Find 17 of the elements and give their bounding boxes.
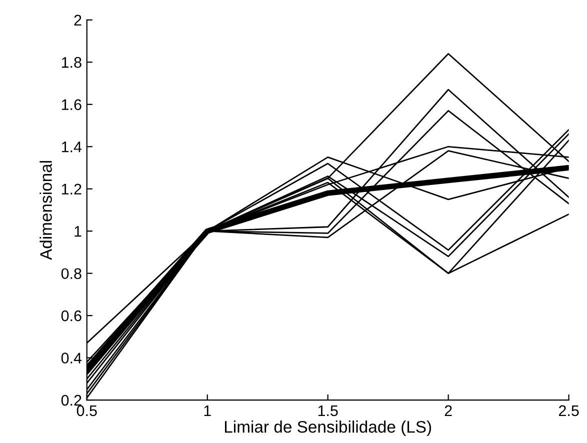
y-tick-label: 0.2 — [61, 394, 82, 406]
y-tick-label: 0.6 — [61, 310, 82, 322]
x-axis-title: Limiar de Sensibilidade (LS) — [224, 420, 432, 436]
y-tick-label: 0.4 — [61, 352, 82, 364]
x-tick-label: 0.5 — [76, 405, 97, 416]
x-tick-label: 1.5 — [318, 405, 338, 416]
y-tick-label: 1.2 — [62, 184, 82, 194]
x-tick-label: 1 — [204, 405, 211, 416]
y-tick-label: 1.4 — [62, 142, 82, 152]
x-tick-label: 2.5 — [558, 405, 579, 416]
x-tick-label: 2 — [444, 405, 452, 416]
y-tick-label: 0.8 — [61, 268, 82, 280]
y-tick-label: 2 — [74, 14, 82, 26]
y-tick-label: 1.6 — [62, 99, 82, 110]
y-axis-title: Adimensional — [40, 161, 52, 260]
y-tick-label: 1 — [74, 226, 82, 237]
y-tick-label: 1.8 — [62, 57, 82, 68]
